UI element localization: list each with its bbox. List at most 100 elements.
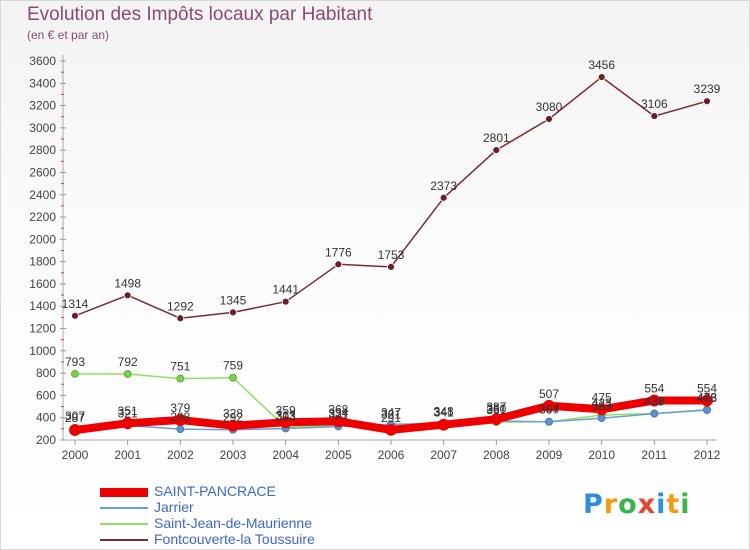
- data-point: [703, 97, 711, 106]
- data-label: 383: [592, 399, 612, 413]
- data-label: 2373: [430, 179, 457, 193]
- y-tick-label: 400: [36, 411, 56, 425]
- data-point: [701, 394, 713, 407]
- data-point: [385, 423, 397, 436]
- data-point: [334, 260, 343, 269]
- data-label: 359: [276, 403, 296, 417]
- y-tick-label: 2800: [29, 143, 56, 157]
- data-point: [71, 369, 79, 378]
- legend-label: Saint-Jean-de-Maurienne: [154, 515, 312, 531]
- data-label: 307: [65, 409, 85, 423]
- data-label: 361: [486, 403, 506, 417]
- legend-label: SAINT-PANCRACE: [154, 483, 276, 499]
- data-point: [176, 314, 185, 323]
- data-label: 437: [644, 395, 664, 409]
- data-label: 321: [118, 407, 138, 421]
- data-label: 364: [539, 403, 559, 417]
- data-point: [703, 406, 711, 415]
- data-label: 1345: [220, 293, 247, 307]
- legend-swatch: [100, 507, 148, 509]
- data-label: 347: [381, 405, 401, 419]
- y-tick-label: 1000: [29, 344, 56, 358]
- legend-swatch: [100, 539, 148, 541]
- data-label: 507: [539, 387, 559, 401]
- data-point: [597, 414, 606, 423]
- data-label: 438: [644, 394, 664, 408]
- data-label: 351: [118, 404, 138, 418]
- data-point: [332, 415, 345, 428]
- data-label: 387: [486, 400, 506, 414]
- data-point: [123, 291, 132, 300]
- data-point: [71, 311, 79, 320]
- data-point: [650, 409, 659, 418]
- legend-swatch: [100, 487, 148, 497]
- logo-letter: i: [680, 489, 691, 520]
- data-label: 321: [328, 408, 348, 422]
- data-point: [439, 193, 448, 202]
- data-label: 792: [118, 355, 138, 369]
- data-label: 1441: [272, 283, 299, 297]
- y-tick-label: 3200: [29, 99, 56, 113]
- data-label: 1498: [114, 276, 141, 290]
- logo-letter: x: [637, 489, 657, 520]
- logo-letter: t: [666, 489, 681, 520]
- data-label: 334: [328, 406, 348, 420]
- data-label: 287: [65, 411, 85, 425]
- data-label: 2801: [483, 131, 510, 145]
- data-point: [492, 146, 501, 154]
- data-point: [229, 308, 237, 317]
- x-tick-label: 2002: [167, 448, 194, 462]
- data-label: 348: [434, 405, 454, 419]
- y-tick-label: 2000: [29, 232, 56, 246]
- data-point: [176, 374, 185, 383]
- y-tick-label: 3000: [29, 121, 56, 135]
- data-label: 368: [328, 402, 348, 416]
- x-tick-label: 2010: [588, 448, 615, 462]
- data-label: 473: [697, 391, 717, 405]
- data-label: 291: [381, 411, 401, 425]
- data-label: 759: [223, 359, 243, 373]
- x-tick-label: 2004: [272, 448, 299, 462]
- legend-label: Fontcouverte-la Toussuire: [154, 531, 315, 547]
- y-tick-label: 1600: [29, 277, 56, 291]
- series-line: [74, 76, 708, 320]
- legend-label: Jarrier: [154, 499, 194, 515]
- x-tick-label: 2007: [430, 448, 457, 462]
- data-label: 321: [381, 408, 401, 422]
- x-tick-label: 2000: [62, 448, 89, 462]
- data-label: 303: [276, 410, 296, 424]
- data-point: [595, 403, 608, 416]
- data-label: 751: [170, 360, 190, 374]
- data-point: [281, 297, 290, 306]
- proxiti-logo[interactable]: Proxiti: [583, 489, 691, 520]
- data-label: 379: [170, 401, 190, 415]
- data-point: [123, 370, 132, 378]
- data-point: [69, 424, 81, 436]
- data-label: 468: [697, 391, 717, 405]
- data-label: 793: [65, 355, 85, 369]
- y-tick-label: 2200: [29, 210, 56, 224]
- data-point: [229, 373, 237, 382]
- y-tick-label: 2600: [29, 165, 56, 179]
- data-label: 367: [539, 403, 559, 417]
- data-label: 423: [592, 396, 612, 410]
- x-tick-label: 2011: [641, 448, 667, 462]
- x-tick-label: 2008: [483, 448, 510, 462]
- data-label: 313: [276, 408, 296, 422]
- y-tick-label: 3600: [29, 54, 56, 68]
- x-tick-label: 2001: [114, 448, 141, 462]
- data-label: 1753: [378, 248, 405, 262]
- y-tick-label: 2400: [29, 188, 56, 202]
- y-tick-label: 200: [36, 433, 56, 447]
- chart-subtitle: (en € et par an): [27, 28, 110, 42]
- data-point: [387, 262, 395, 271]
- data-label: 341: [434, 405, 454, 419]
- logo-letter: P: [583, 489, 604, 520]
- data-point: [543, 399, 555, 412]
- data-label: 3080: [536, 100, 563, 114]
- data-point: [545, 417, 553, 426]
- data-label: 554: [697, 382, 717, 396]
- data-label: 3239: [694, 82, 721, 96]
